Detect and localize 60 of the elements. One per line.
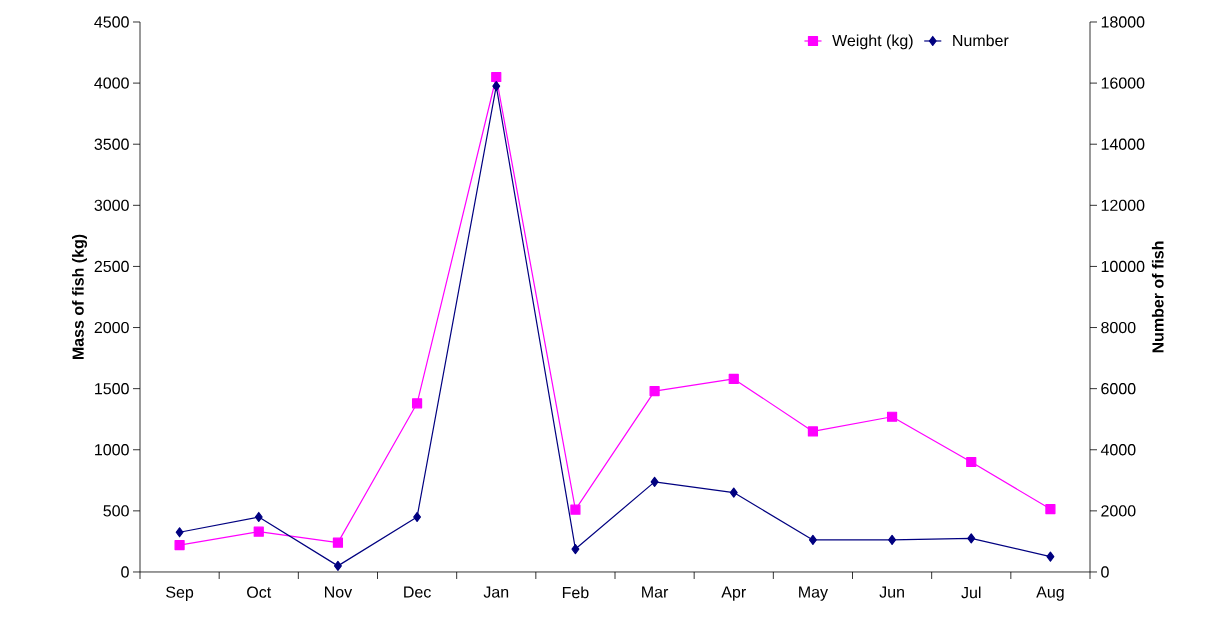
y-tick-label: 1000 [95,444,129,456]
point [728,373,739,384]
y-tick-label: 1500 [95,383,129,395]
x-tick-label: Aug [1036,586,1064,601]
y2-tick-label: 18000 [1101,16,1145,28]
point [175,527,184,538]
y2-tick-label: 2000 [1101,505,1136,517]
y2-tick-label: 0 [1101,566,1109,578]
point [254,511,263,523]
y-tick-label: 0 [121,566,129,578]
point [333,560,342,571]
x-tick-label: Dec [404,586,431,598]
y2-tick-label: 8000 [1101,321,1136,334]
x-tick-label: Jan [483,586,509,598]
point [174,540,185,551]
legend-label: Number [953,34,1009,47]
point [808,534,817,545]
x-tick-label: Feb [562,586,589,599]
y-tick-label: 500 [103,505,129,517]
x-tick-label: Nov [325,586,353,598]
point [253,526,264,537]
point [571,543,580,555]
point [1045,503,1056,515]
y-tick-label: 4000 [94,77,129,89]
point [413,511,422,523]
x-tick-label: Mar [642,586,669,598]
point [966,456,977,468]
x-tick-label: Apr [721,586,746,601]
x-tick-label: Jun [879,586,904,598]
point [729,487,738,498]
y-axis-title: Mass of fish (kg) [72,234,88,360]
y2-axis-title: Number of fish [1151,241,1164,353]
point [649,386,660,397]
y2-tick-label: 12000 [1101,199,1145,211]
x-tick-label: Jul [961,586,981,599]
legend-label: Weight (kg) [832,34,913,50]
y2-tick-label: 14000 [1101,138,1145,150]
point [1046,551,1055,562]
x-tick-label: Sep [166,586,194,602]
point [492,81,501,92]
point [411,398,423,409]
point [332,537,344,548]
point [650,476,659,487]
y2-tick-label: 16000 [1101,77,1145,89]
point [807,426,819,437]
point [967,533,976,544]
point [886,411,898,422]
x-tick-label: May [799,586,828,601]
point [570,504,581,515]
y-tick-label: 2000 [94,321,129,334]
point [888,534,897,545]
x-tick-label: Oct [247,586,272,598]
y-tick-label: 2500 [94,260,129,273]
y2-tick-label: 10000 [1101,260,1145,273]
y2-tick-label: 6000 [1101,382,1136,395]
y2-tick-label: 4000 [1100,444,1136,456]
y-tick-label: 3000 [94,199,129,211]
point [491,71,502,83]
y-tick-label: 4500 [94,16,129,28]
y-tick-label: 3500 [94,138,129,150]
